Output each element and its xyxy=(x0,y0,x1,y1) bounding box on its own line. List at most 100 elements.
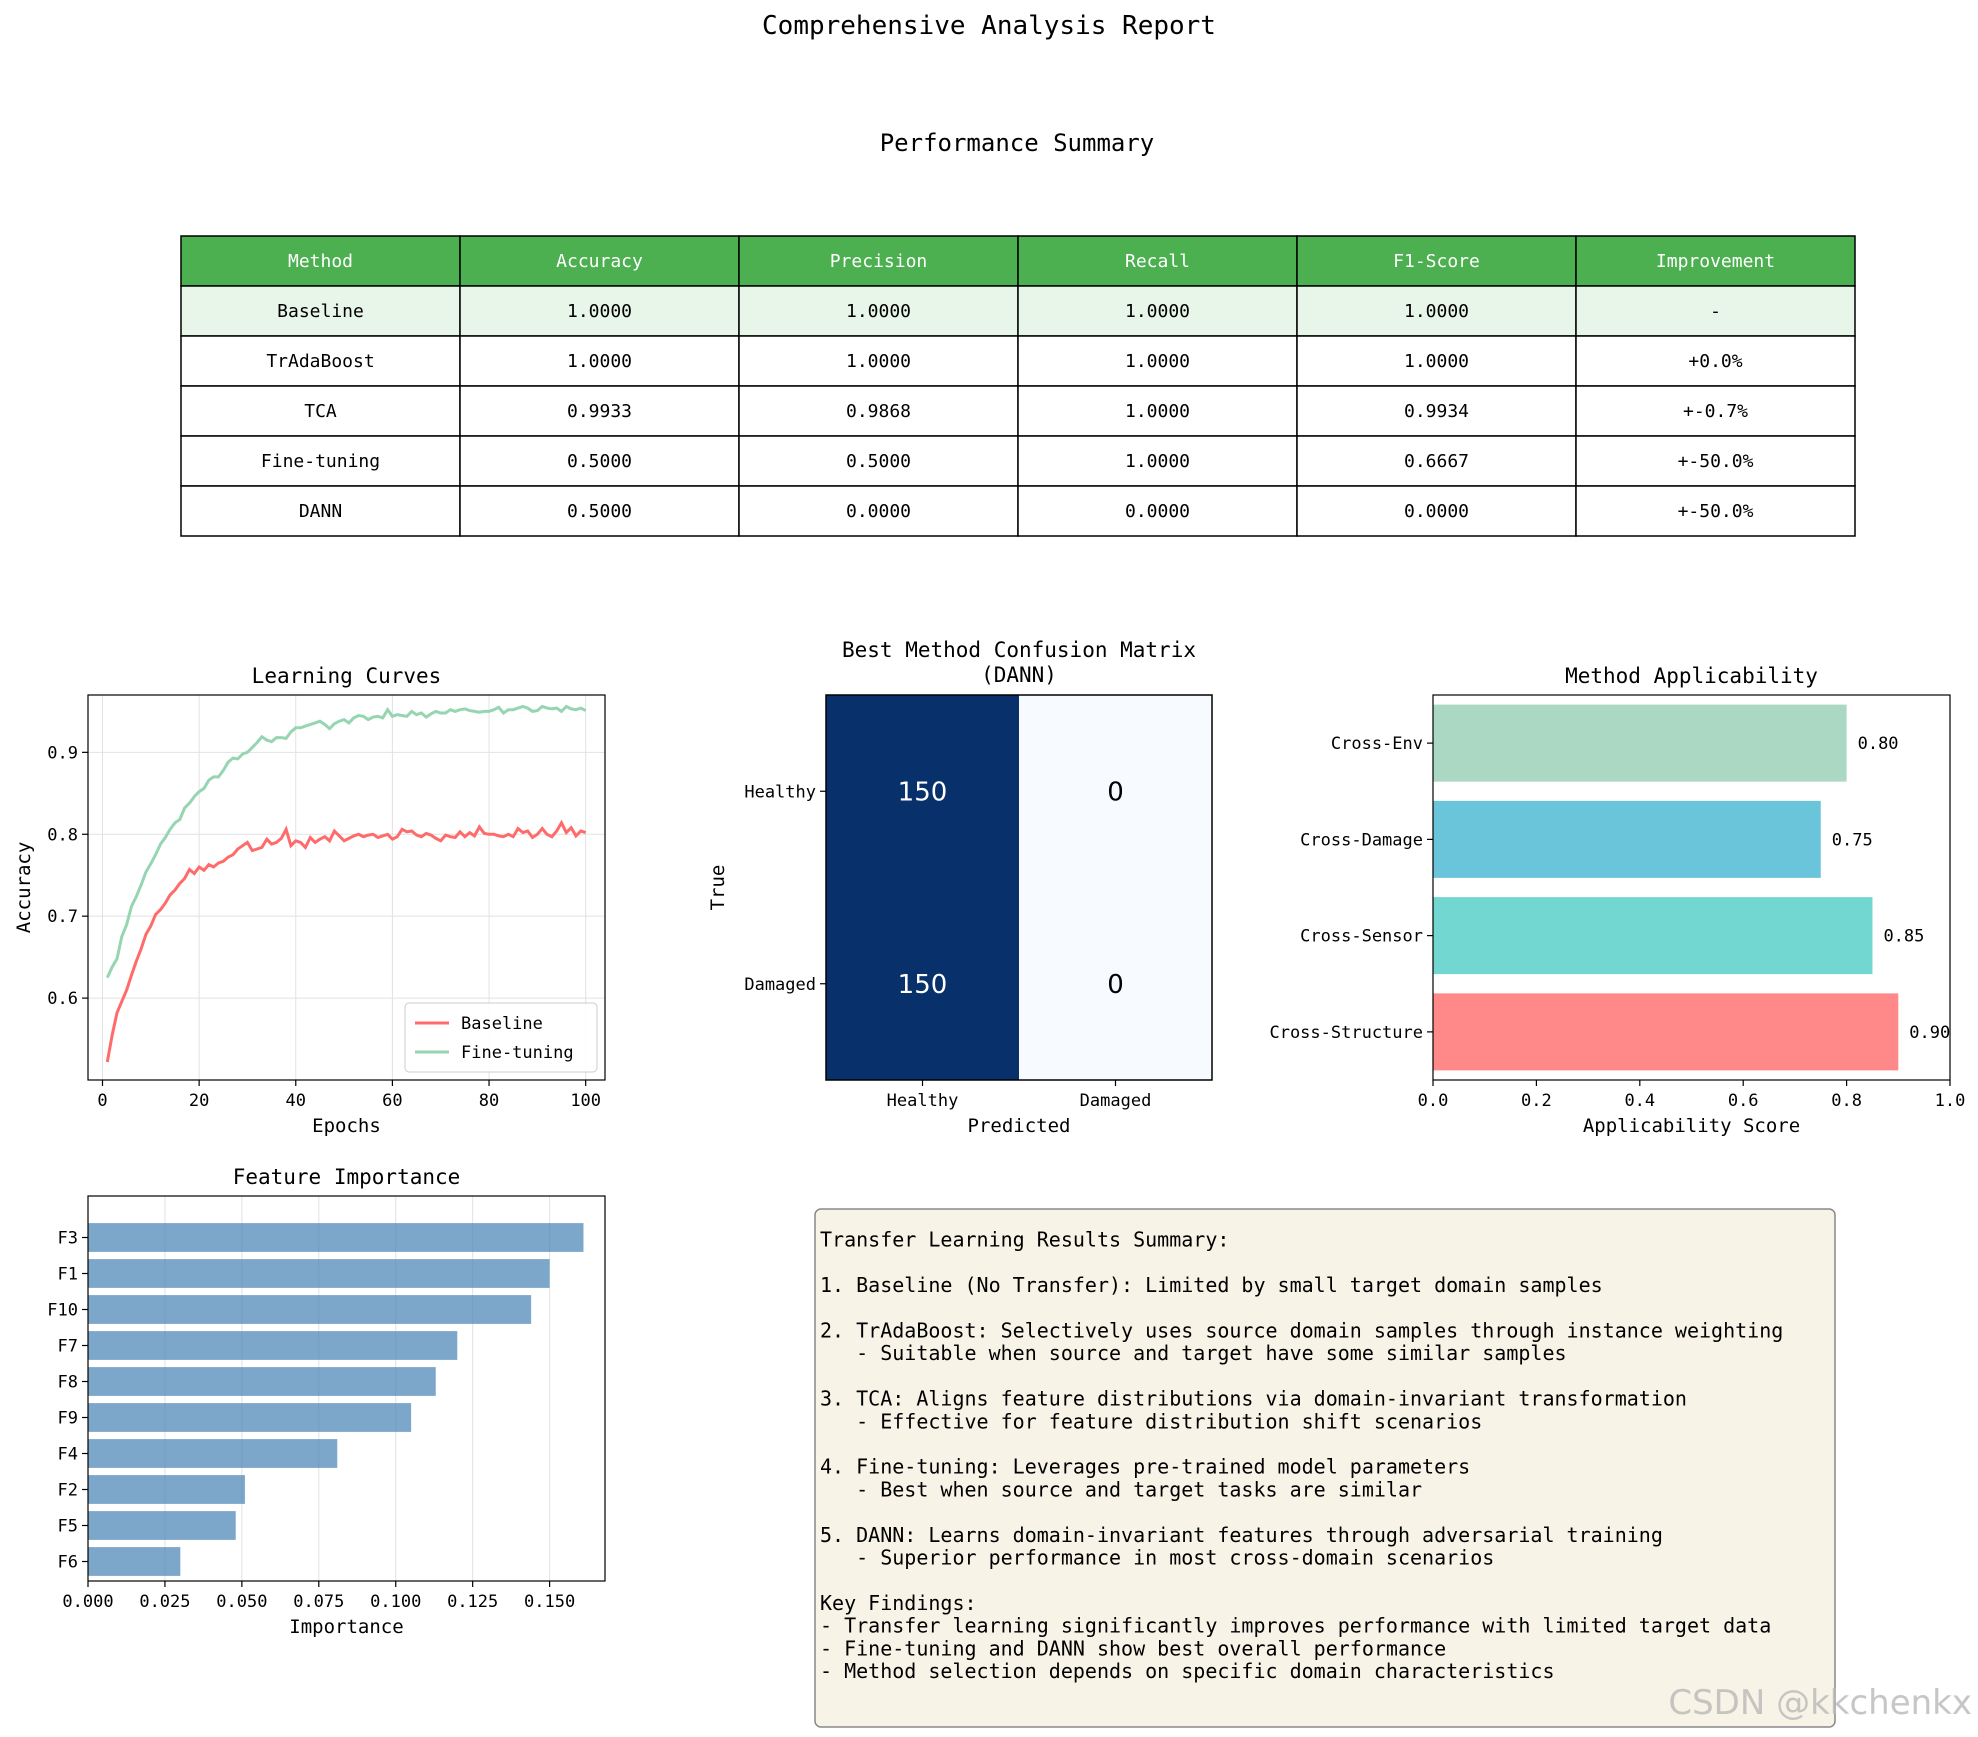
table-header-cell xyxy=(459,235,740,287)
table-cell xyxy=(459,385,740,437)
table-cell xyxy=(1296,435,1577,487)
table-cell-text: DANN xyxy=(299,501,342,522)
series-line-fine-tuning xyxy=(105,704,587,979)
summary-line: - Method selection depends on specific d… xyxy=(820,1659,1555,1683)
table-cell-text: 0.5000 xyxy=(567,501,632,522)
table-header-improvement: Improvement xyxy=(1656,251,1775,272)
chart-title: Feature Importance xyxy=(233,1165,461,1189)
table-cell-text: 0.9934 xyxy=(1404,401,1469,422)
table-cell-text: TrAdaBoost xyxy=(266,351,374,372)
summary-line: 5. DANN: Learns domain-invariant feature… xyxy=(820,1523,1663,1547)
bar-f4 xyxy=(88,1439,338,1468)
table-cell-text: 1.0000 xyxy=(1404,351,1469,372)
table-header-method: Method xyxy=(288,251,353,272)
bar-f1 xyxy=(88,1259,550,1288)
table-cell xyxy=(1017,485,1298,537)
x-tick-label: 0.025 xyxy=(139,1592,190,1612)
x-tick-label: 0.100 xyxy=(370,1592,421,1612)
y-tick-label: 0.8 xyxy=(47,825,78,845)
table-cell-text: 0.5000 xyxy=(846,451,911,472)
summary-line: - Best when source and target tasks are … xyxy=(820,1477,1422,1501)
table-cell xyxy=(180,485,461,537)
series-line-baseline xyxy=(105,819,587,1063)
table-cell xyxy=(738,435,1019,487)
table-header-recall: Recall xyxy=(1125,251,1190,272)
table-cell-text: +0.0% xyxy=(1688,351,1742,372)
matrix-value: 150 xyxy=(898,970,948,1000)
table-cell xyxy=(180,385,461,437)
x-tick-label: 0.150 xyxy=(524,1592,575,1612)
summary-line: 2. TrAdaBoost: Selectively uses source d… xyxy=(820,1319,1783,1343)
x-tick-label: Healthy xyxy=(887,1091,959,1111)
x-tick-label: 100 xyxy=(570,1091,601,1111)
x-tick-label: 40 xyxy=(286,1091,306,1111)
table-header-f1-score: F1-Score xyxy=(1393,251,1480,272)
table-cell-text: Baseline xyxy=(277,301,364,322)
y-tick-label: F4 xyxy=(58,1445,78,1465)
table-cell-text: 0.0000 xyxy=(1125,501,1190,522)
table-cell xyxy=(1575,285,1856,337)
table-cell-text: 1.0000 xyxy=(1125,351,1190,372)
table-cell-text: 0.9868 xyxy=(846,401,911,422)
table-header-cell xyxy=(738,235,1019,287)
table-cell xyxy=(738,385,1019,437)
summary-line: - Suitable when source and target have s… xyxy=(820,1341,1567,1365)
x-tick-label: 0.2 xyxy=(1521,1091,1552,1111)
summary-line: 1. Baseline (No Transfer): Limited by sm… xyxy=(820,1273,1603,1297)
figure-title: Comprehensive Analysis Report xyxy=(762,11,1216,41)
x-tick-label: 0.000 xyxy=(62,1592,113,1612)
plot-frame xyxy=(87,1195,606,1582)
table-header-cell xyxy=(1575,235,1856,287)
bar-f5 xyxy=(88,1511,236,1540)
method-applicability-chart: Method Applicability 0.90 Cross-Structure 0… xyxy=(1269,664,1965,1137)
legend-label: Baseline xyxy=(461,1014,543,1034)
y-tick-label: Cross-Damage xyxy=(1300,830,1423,850)
bar-cross-sensor xyxy=(1433,897,1873,975)
y-tick-label: Cross-Env xyxy=(1331,734,1423,754)
matrix-value: 150 xyxy=(898,777,948,807)
bar-f6 xyxy=(88,1547,181,1576)
summary-line: - Effective for feature distribution shi… xyxy=(820,1409,1482,1433)
table-cell xyxy=(459,335,740,387)
bar-f3 xyxy=(88,1223,584,1252)
table-cell xyxy=(1017,335,1298,387)
x-tick-label: 0.0 xyxy=(1418,1091,1449,1111)
y-tick-label: Damaged xyxy=(744,975,816,995)
table-cell-text: 1.0000 xyxy=(1125,401,1190,422)
summary-line: - Transfer learning significantly improv… xyxy=(820,1614,1771,1638)
y-tick-label: F7 xyxy=(58,1337,78,1357)
table-cell-text: 0.0000 xyxy=(846,501,911,522)
table-cell xyxy=(1296,485,1577,537)
bar-value-label: 0.90 xyxy=(1909,1023,1950,1043)
table-cell-text: 1.0000 xyxy=(846,301,911,322)
bar-cross-structure xyxy=(1433,993,1899,1071)
table-cell-text: 1.0000 xyxy=(567,301,632,322)
y-tick-label: Cross-Structure xyxy=(1269,1023,1423,1043)
plot-frame xyxy=(825,694,1213,1081)
table-header-accuracy: Accuracy xyxy=(556,251,643,272)
y-tick-label: Cross-Sensor xyxy=(1300,927,1423,947)
x-tick-label: 0.4 xyxy=(1624,1091,1655,1111)
chart-subtitle: (DANN) xyxy=(981,663,1057,687)
x-tick-label: 60 xyxy=(382,1091,402,1111)
y-tick-label: 0.7 xyxy=(47,907,78,927)
table-cell xyxy=(1575,485,1856,537)
y-tick-label: 0.9 xyxy=(47,743,78,763)
bar-f8 xyxy=(88,1367,436,1396)
table-cell-text: +-50.0% xyxy=(1678,451,1754,472)
matrix-cell xyxy=(826,887,1019,1080)
table-cell xyxy=(1575,435,1856,487)
chart-title: Method Applicability xyxy=(1565,664,1818,688)
table-cell-text: 1.0000 xyxy=(1125,301,1190,322)
summary-box: Transfer Learning Results Summary: 1. Bas… xyxy=(814,1208,1836,1728)
feature-importance-chart: Feature Importance 0.000 0.025 0.050 0.075 0.… xyxy=(47,1165,606,1638)
table-cell xyxy=(1296,385,1577,437)
chart-title: Best Method Confusion Matrix xyxy=(842,638,1196,662)
summary-line: Key Findings: xyxy=(820,1591,977,1615)
x-tick-label: 80 xyxy=(479,1091,499,1111)
table-cell xyxy=(1575,335,1856,387)
summary-line: 4. Fine-tuning: Leverages pre-trained mo… xyxy=(820,1455,1470,1479)
chart-title: Learning Curves xyxy=(252,664,442,688)
learning-curves-chart: Learning Curves 0 20 40 60 80 100 0.6 0.7 0.8 0.9 B… xyxy=(13,664,606,1137)
